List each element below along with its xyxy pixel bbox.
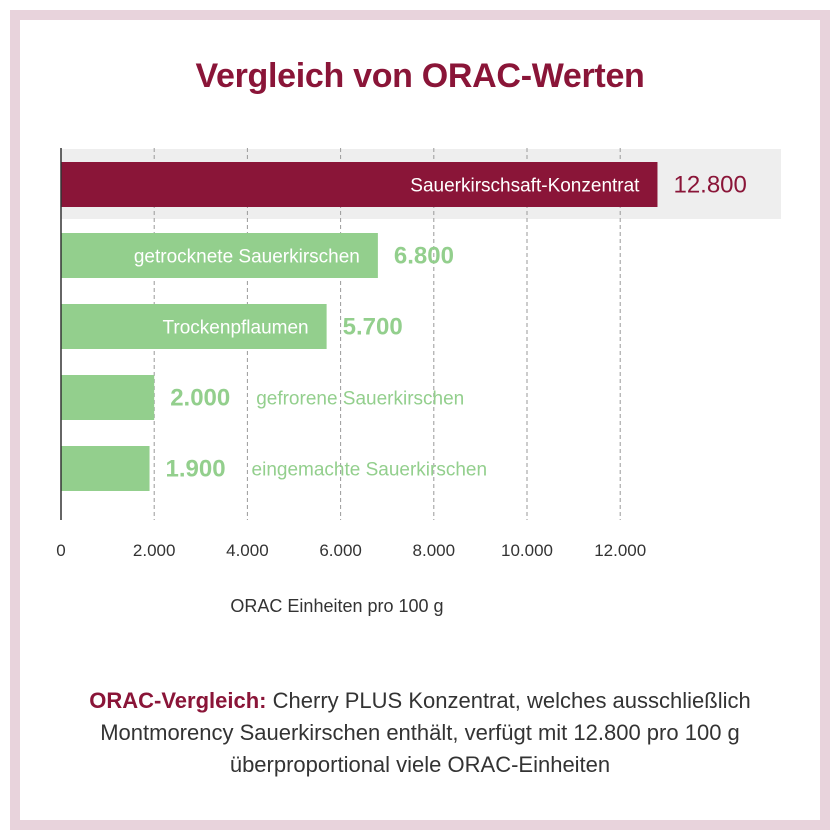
chart-title: Vergleich von ORAC-Werten	[195, 57, 645, 95]
x-tick-label: 2.000	[133, 541, 176, 560]
bar-value-label: 6.800	[394, 243, 454, 270]
x-tick-label: 6.000	[319, 541, 362, 560]
x-tick-label: 10.000	[501, 541, 553, 560]
x-axis-title: ORAC Einheiten pro 100 g	[230, 596, 443, 616]
caption-lead: ORAC-Vergleich:	[89, 688, 267, 713]
bar-value-label: 2.000	[170, 385, 230, 412]
caption: ORAC-Vergleich: Cherry PLUS Konzentrat, …	[40, 685, 800, 781]
bar-value-label: 12.800	[673, 172, 746, 199]
bar	[61, 304, 327, 349]
bar-value-label: 5.700	[343, 314, 403, 341]
bar-category-label: Trockenpflaumen	[163, 318, 309, 339]
caption-text: Cherry PLUS Konzentrat, welches ausschli…	[100, 688, 751, 777]
x-tick-label: 4.000	[226, 541, 269, 560]
bar	[61, 446, 150, 491]
x-tick-label: 8.000	[413, 541, 456, 560]
bar-category-label: Sauerkirschsaft-Konzentrat	[410, 176, 640, 197]
bar	[61, 233, 378, 278]
bar-value-label: 1.900	[166, 456, 226, 483]
x-tick-label: 0	[56, 541, 65, 560]
bar-category-label: getrocknete Sauerkirschen	[134, 247, 360, 268]
bar	[61, 162, 658, 207]
bar	[61, 375, 155, 420]
bar-category-label: eingemachte Sauerkirschen	[252, 460, 488, 481]
x-tick-label: 12.000	[594, 541, 646, 560]
bar-category-label: gefrorene Sauerkirschen	[256, 389, 464, 410]
